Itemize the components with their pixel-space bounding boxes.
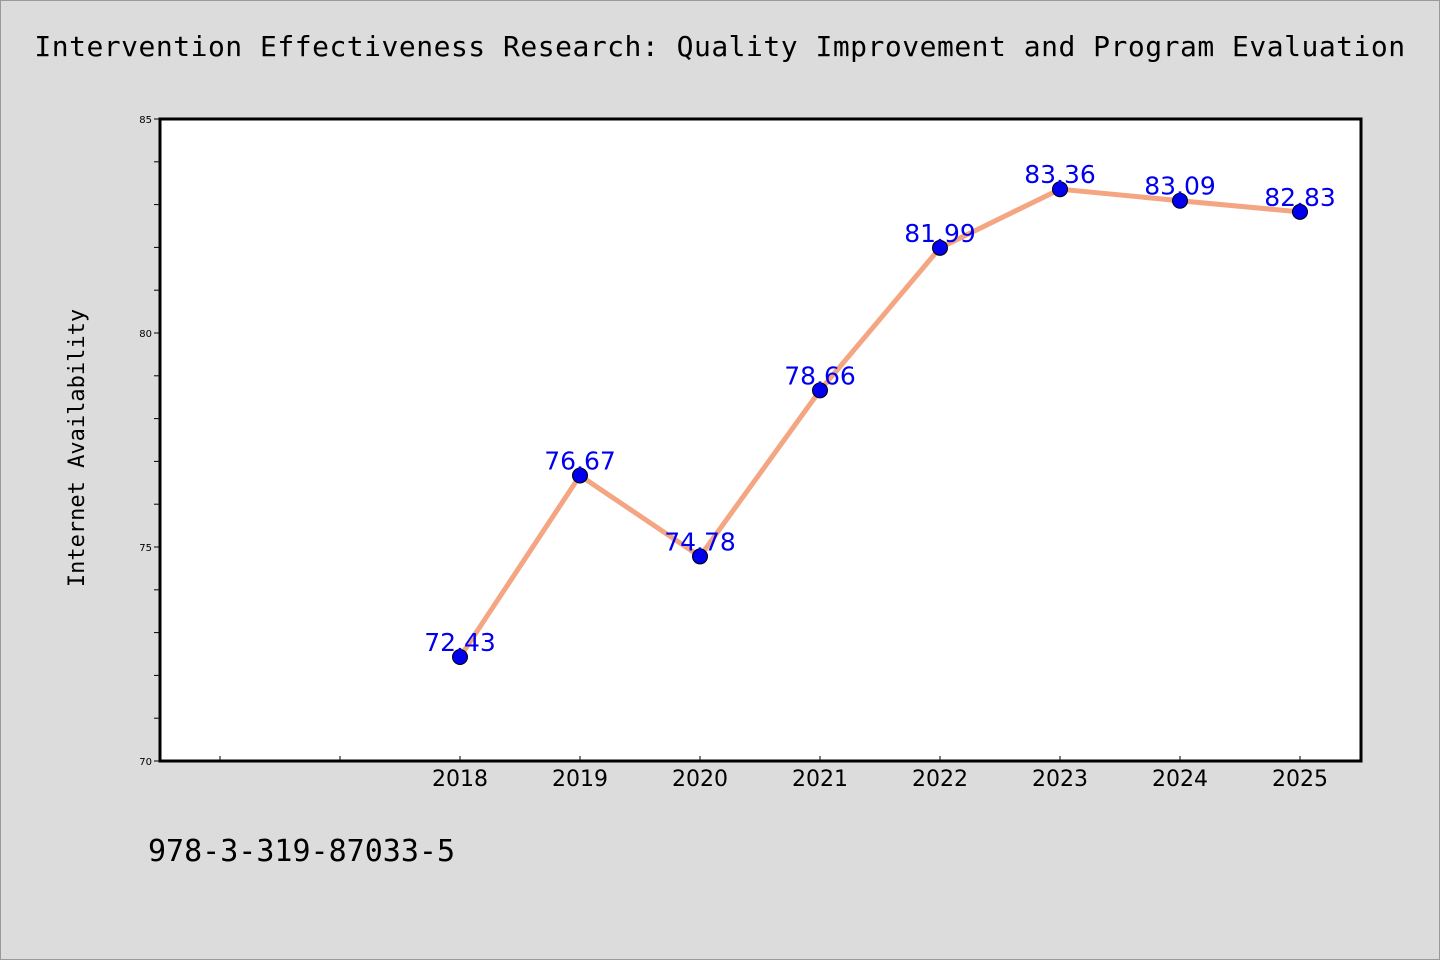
y-tick-label: 80 bbox=[139, 329, 152, 340]
data-label: 78.66 bbox=[784, 361, 856, 390]
y-tick-label: 85 bbox=[139, 115, 152, 126]
data-point bbox=[1292, 203, 1308, 220]
data-point bbox=[452, 648, 468, 665]
x-tick-label: 2024 bbox=[1152, 767, 1208, 792]
x-tick-label: 2019 bbox=[552, 767, 608, 792]
y-axis-label: Internet Availability bbox=[65, 309, 90, 587]
y-tick-label: 75 bbox=[139, 543, 152, 554]
data-label: 81.99 bbox=[904, 219, 976, 248]
data-label: 82.83 bbox=[1264, 183, 1336, 212]
x-tick-label: 2018 bbox=[432, 767, 488, 792]
data-label: 83.36 bbox=[1024, 160, 1096, 189]
isbn-text: 978-3-319-87033-5 bbox=[148, 834, 456, 869]
data-point bbox=[1052, 181, 1068, 198]
data-point bbox=[692, 548, 708, 565]
data-label: 72.43 bbox=[424, 628, 496, 657]
x-axis: 2018 2019 2020 2021 2022 2023 2024 2025 bbox=[219, 756, 1328, 792]
y-axis: 70 75 80 85 bbox=[139, 115, 160, 768]
series-line bbox=[457, 186, 1301, 659]
data-point bbox=[932, 239, 948, 256]
data-point bbox=[812, 382, 828, 399]
data-point bbox=[572, 467, 588, 484]
data-label: 74.78 bbox=[664, 527, 736, 556]
x-tick-label: 2022 bbox=[912, 767, 968, 792]
chart-title: Intervention Effectiveness Research: Qua… bbox=[34, 30, 1406, 63]
plot-area bbox=[158, 117, 1363, 763]
data-point bbox=[1172, 192, 1188, 209]
x-tick-label: 2025 bbox=[1272, 767, 1328, 792]
x-tick-label: 2021 bbox=[792, 767, 848, 792]
data-label: 83.09 bbox=[1144, 172, 1216, 201]
series-layer: 72.43 76.67 74.78 78.66 81.99 83.36 83.09 82.83 bbox=[424, 160, 1336, 665]
y-tick-label: 70 bbox=[139, 757, 152, 768]
x-tick-label: 2023 bbox=[1032, 767, 1088, 792]
x-tick-label: 2020 bbox=[672, 767, 728, 792]
data-label: 76.67 bbox=[544, 447, 616, 476]
